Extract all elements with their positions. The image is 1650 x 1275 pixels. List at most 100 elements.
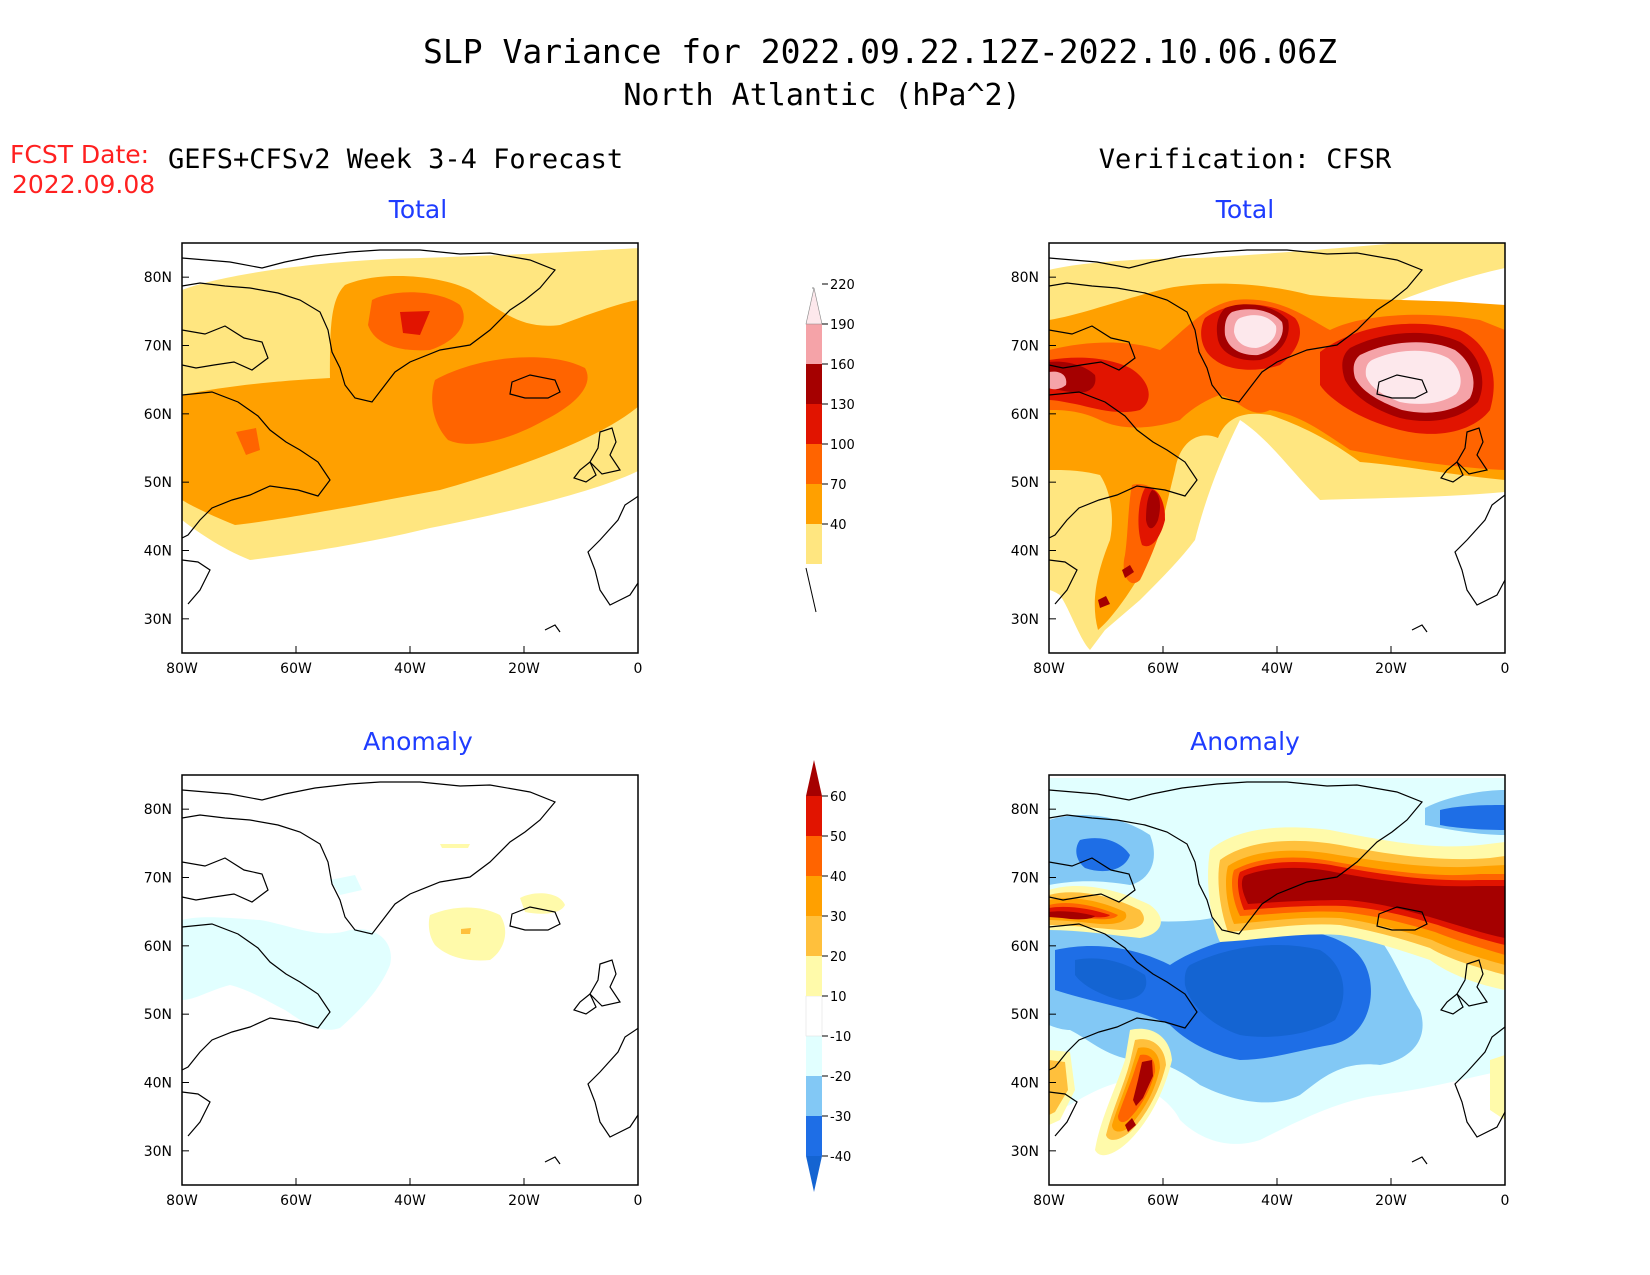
lat-tick-label: 30N — [1011, 1144, 1039, 1160]
lat-tick-label: 70N — [1011, 871, 1039, 887]
lat-tick-label: 40N — [1011, 1076, 1039, 1092]
lat-tick-label: 60N — [144, 407, 172, 423]
colorbar-arrow-top — [806, 760, 822, 796]
lat-tick-label: 30N — [144, 612, 172, 628]
shade-vf-total-220 — [1234, 315, 1461, 404]
shade-fc-anom-20 — [461, 928, 471, 934]
lat-tick-label: 40N — [1011, 544, 1039, 560]
lat-tick-label: 80N — [144, 270, 172, 286]
lat-tick-label: 50N — [1011, 475, 1039, 491]
panel-title-verification-total: Total — [1215, 195, 1274, 224]
coastline-vf-total — [1049, 249, 1505, 633]
colorbar-label: -40 — [830, 1150, 851, 1165]
colorbar-band — [806, 524, 822, 564]
lon-tick-label: 80W — [166, 1193, 198, 1209]
lat-tick-label: 40N — [144, 1076, 172, 1092]
colorbar-band — [805, 995, 823, 1037]
shade-fc-anom-minus10 — [182, 875, 391, 1030]
lat-tick-label: 50N — [144, 1007, 172, 1023]
colorbar-label: 70 — [830, 478, 847, 493]
colorbar-label: 160 — [830, 358, 855, 373]
fcst-date-value: 2022.09.08 — [12, 170, 155, 199]
lat-tick-label: 80N — [144, 802, 172, 818]
colorbar-label: 130 — [830, 398, 855, 413]
colorbar-label: 100 — [830, 438, 855, 453]
colorbar-label: -20 — [830, 1070, 851, 1085]
lon-tick-label: 20W — [508, 661, 540, 677]
lat-tick-label: 50N — [144, 475, 172, 491]
lat-tick-label: 30N — [144, 1144, 172, 1160]
colorbar-tail — [805, 567, 817, 613]
lon-tick-label: 40W — [1261, 1193, 1293, 1209]
colorbar-label: 20 — [830, 950, 847, 965]
lon-tick-label: 40W — [394, 1193, 426, 1209]
lon-tick-label: 20W — [1375, 661, 1407, 677]
colorbar-arrow-bottom — [806, 1156, 822, 1192]
lon-tick-label: 20W — [508, 1193, 540, 1209]
colorbar-arrow-top — [805, 287, 823, 325]
lon-tick-label: 0 — [1501, 661, 1510, 677]
colorbar-label: 60 — [830, 790, 847, 805]
lon-tick-label: 0 — [634, 661, 643, 677]
lon-tick-label: 20W — [1375, 1193, 1407, 1209]
main-subtitle: North Atlantic (hPa^2) — [623, 78, 1020, 113]
shade-fc-total-130 — [400, 311, 430, 335]
map-panel-forecast-anomaly: 80W 60W 40W 20W 0 80N 70N 60N 50N 40N 30N — [144, 774, 643, 1209]
ticks-fc-anom: 80W 60W 40W 20W 0 80N 70N 60N 50N 40N 30N — [144, 802, 643, 1209]
colorbar-band — [806, 1076, 822, 1116]
ticks-vf-anom: 80W 60W 40W 20W 0 80N 70N 60N 50N 40N 30N — [1011, 802, 1510, 1209]
colorbar-band — [806, 916, 822, 956]
colorbar-band — [806, 796, 822, 836]
coastline-fc-total — [182, 249, 638, 633]
lat-tick-label: 70N — [144, 871, 172, 887]
lat-tick-label: 60N — [1011, 939, 1039, 955]
colorbar-total: 40 70 100 130 160 190 220 — [805, 278, 855, 613]
lat-tick-label: 70N — [144, 339, 172, 355]
fcst-date-label: FCST Date: — [10, 140, 149, 169]
colorbar-band — [806, 404, 822, 444]
coastline-vf-anom — [1049, 781, 1505, 1165]
lat-tick-label: 60N — [1011, 407, 1039, 423]
ticks-fc-total: 80W 60W 40W 20W 0 80N 70N 60N 50N 40N 30N — [144, 270, 643, 677]
lon-tick-label: 60W — [1147, 661, 1179, 677]
colorbar-anomaly: -40 -30 -20 -10 10 20 30 40 50 60 — [805, 760, 851, 1192]
lat-tick-label: 40N — [144, 544, 172, 560]
colorbar-label: 220 — [830, 278, 855, 293]
lon-tick-label: 60W — [280, 1193, 312, 1209]
lat-tick-label: 30N — [1011, 612, 1039, 628]
lat-tick-label: 80N — [1011, 270, 1039, 286]
colorbar-band — [806, 836, 822, 876]
map-panel-verification-total: 80W 60W 40W 20W 0 80N 70N 60N 50N 40N 30N — [1011, 242, 1510, 677]
verification-header: Verification: CFSR — [1099, 144, 1392, 175]
map-panel-forecast-total: 80W 60W 40W 20W 0 80N 70N 60N 50N 40N 30N — [144, 242, 643, 677]
lon-tick-label: 60W — [1147, 1193, 1179, 1209]
shade-fc-total-70 — [182, 275, 638, 525]
shade-vf-total-190 — [1049, 309, 1474, 413]
panel-title-forecast-anomaly: Anomaly — [363, 727, 473, 756]
panel-title-forecast-total: Total — [388, 195, 447, 224]
colorbar-band — [806, 324, 822, 364]
lon-tick-label: 40W — [1261, 661, 1293, 677]
lon-tick-label: 80W — [166, 661, 198, 677]
lon-tick-label: 80W — [1033, 661, 1065, 677]
colorbar-label: 30 — [830, 910, 847, 925]
lon-tick-label: 40W — [394, 661, 426, 677]
map-panel-verification-anomaly: 80W 60W 40W 20W 0 80N 70N 60N 50N 40N 30N — [1011, 774, 1510, 1209]
lon-tick-label: 0 — [1501, 1193, 1510, 1209]
colorbar-label: 40 — [830, 518, 847, 533]
shade-fc-anom-10 — [428, 844, 565, 961]
colorbar-band — [806, 484, 822, 524]
colorbar-label: -30 — [830, 1110, 851, 1125]
colorbar-band — [806, 956, 822, 996]
forecast-header: GEFS+CFSv2 Week 3-4 Forecast — [168, 144, 623, 175]
lat-tick-label: 80N — [1011, 802, 1039, 818]
ticks-vf-total: 80W 60W 40W 20W 0 80N 70N 60N 50N 40N 30N — [1011, 270, 1510, 677]
shade-fc-total-100-west — [236, 428, 260, 455]
colorbar-band — [806, 876, 822, 916]
colorbar-band — [806, 444, 822, 484]
shade-vf-anom-30 — [1049, 850, 1505, 1132]
lon-tick-label: 60W — [280, 661, 312, 677]
colorbar-band — [806, 1116, 822, 1156]
lon-tick-label: 80W — [1033, 1193, 1065, 1209]
colorbar-label: 50 — [830, 830, 847, 845]
